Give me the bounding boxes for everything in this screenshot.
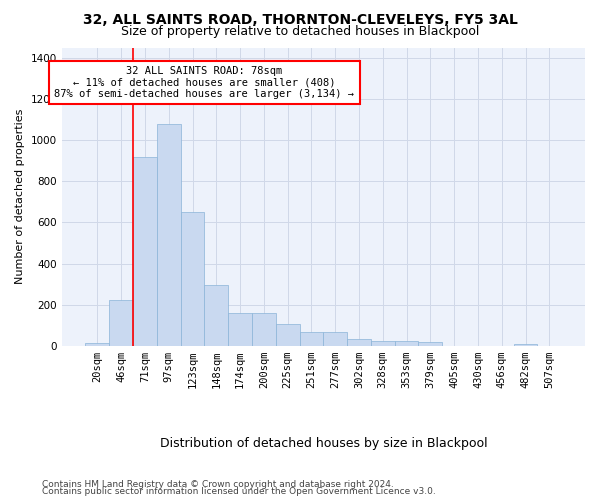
Bar: [157, 124, 181, 346]
Bar: [252, 313, 276, 346]
Bar: [418, 342, 442, 346]
Bar: [323, 332, 347, 346]
Bar: [347, 339, 371, 346]
Text: 32 ALL SAINTS ROAD: 78sqm
← 11% of detached houses are smaller (408)
87% of semi: 32 ALL SAINTS ROAD: 78sqm ← 11% of detac…: [55, 66, 355, 99]
Text: Size of property relative to detached houses in Blackpool: Size of property relative to detached ho…: [121, 25, 479, 38]
Y-axis label: Number of detached properties: Number of detached properties: [15, 109, 25, 284]
Text: Contains public sector information licensed under the Open Government Licence v3: Contains public sector information licen…: [42, 488, 436, 496]
Bar: [109, 300, 133, 346]
Text: Contains HM Land Registry data © Crown copyright and database right 2024.: Contains HM Land Registry data © Crown c…: [42, 480, 394, 489]
Bar: [228, 313, 252, 346]
Bar: [514, 344, 538, 346]
Bar: [299, 332, 323, 346]
Bar: [181, 212, 205, 346]
Bar: [133, 156, 157, 346]
Bar: [371, 341, 395, 346]
Bar: [276, 324, 299, 346]
Bar: [85, 343, 109, 346]
X-axis label: Distribution of detached houses by size in Blackpool: Distribution of detached houses by size …: [160, 437, 487, 450]
Text: 32, ALL SAINTS ROAD, THORNTON-CLEVELEYS, FY5 3AL: 32, ALL SAINTS ROAD, THORNTON-CLEVELEYS,…: [83, 12, 517, 26]
Bar: [395, 341, 418, 346]
Bar: [205, 286, 228, 346]
